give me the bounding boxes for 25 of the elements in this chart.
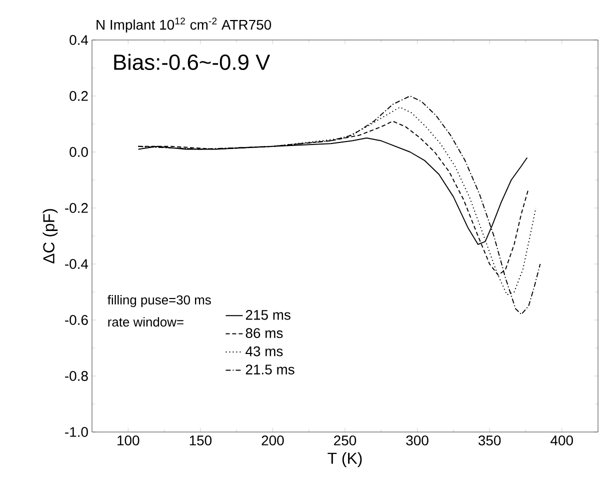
y-tick-label: -1.0 bbox=[65, 427, 88, 437]
annotation: filling puse=30 ms bbox=[108, 294, 211, 308]
legend-label: 21.5 ms bbox=[246, 364, 294, 374]
x-tick-label: 250 bbox=[334, 436, 356, 446]
legend-label: 43 ms bbox=[246, 346, 283, 356]
y-tick-label: 0.4 bbox=[70, 35, 88, 45]
chart-title: N Implant 10$^{12}$ cm$^{-2}$ ATR750 bbox=[96, 18, 272, 32]
x-tick-label: 350 bbox=[478, 436, 501, 446]
y-axis-title: ΔC (pF) bbox=[42, 209, 58, 264]
x-tick-label: 400 bbox=[550, 436, 573, 446]
x-tick-label: 200 bbox=[262, 436, 284, 446]
y-tick-label: -0.8 bbox=[65, 371, 88, 381]
y-tick-label: 0.0 bbox=[70, 147, 88, 157]
x-tick-label: 300 bbox=[406, 436, 428, 446]
y-tick-label: 0.2 bbox=[70, 91, 88, 101]
legend-label: 86 ms bbox=[246, 328, 283, 338]
legend-title: rate window= bbox=[108, 317, 184, 327]
y-tick-label: -0.2 bbox=[65, 203, 88, 213]
y-tick-label: -0.4 bbox=[65, 259, 88, 269]
y-tick-label: -0.6 bbox=[65, 315, 88, 325]
x-tick-label: 100 bbox=[118, 436, 140, 446]
annotation: Bias:-0.6~-0.9 V bbox=[114, 54, 270, 70]
x-axis-title: T (K) bbox=[328, 452, 362, 468]
legend-label: 215 ms bbox=[246, 310, 290, 320]
x-tick-label: 150 bbox=[190, 436, 212, 446]
